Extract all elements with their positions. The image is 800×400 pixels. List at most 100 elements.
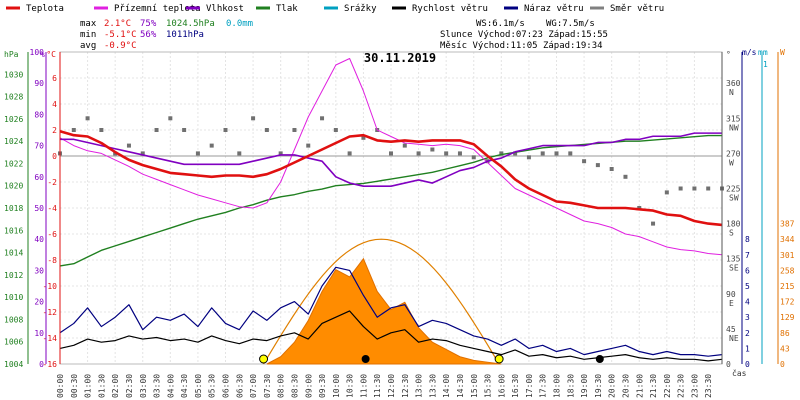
ground-temperature-line [59, 58, 723, 256]
c-tick-label: -16 [43, 360, 58, 369]
wind-direction-point [595, 163, 600, 168]
x-tick-label: 04:30 [180, 374, 189, 398]
moonset-marker [595, 355, 604, 363]
c-tick-label: -10 [43, 282, 58, 291]
dir-tick-label: 360 [726, 79, 741, 88]
legend-label: Směr větru [610, 4, 664, 14]
x-tick-label: 17:30 [539, 374, 548, 398]
dir-tick-name: S [729, 229, 734, 238]
c-tick-label: 2 [52, 126, 57, 135]
ms-tick-label: 0 [745, 360, 750, 369]
wind-direction-point [540, 151, 545, 156]
wind-direction-point [99, 128, 104, 132]
stat-min-temp: -5.1°C [104, 30, 137, 40]
hpa-tick-label: 1010 [4, 293, 23, 302]
pct-tick-label: 0 [39, 360, 44, 369]
stat-avg-temp: -0.9°C [104, 41, 137, 51]
wind-direction-point [168, 116, 173, 121]
x-tick-label: 00:00 [56, 374, 65, 398]
wind-direction-point [237, 151, 242, 156]
stat-min-hum: 56% [140, 30, 157, 40]
dir-tick-label: 315 [726, 114, 741, 123]
hpa-tick-label: 1026 [4, 115, 23, 124]
wind-direction-point [195, 151, 200, 156]
x-tick-label: 08:00 [277, 374, 286, 398]
pct-tick-label: 60 [34, 173, 44, 182]
axes: hPa% °C1004100610081010101210141016101810… [4, 48, 795, 398]
wm-axis-title: W [780, 48, 785, 57]
dir-tick-name: SE [729, 264, 739, 273]
x-tick-label: 12:30 [401, 374, 410, 398]
x-tick-label: 22:30 [677, 374, 686, 398]
hpa-tick-label: 1022 [4, 159, 23, 168]
x-tick-label: 18:30 [566, 374, 575, 398]
x-tick-label: 03:30 [153, 374, 162, 398]
hpa-tick-label: 1030 [4, 70, 23, 79]
pct-tick-label: 10 [34, 329, 44, 338]
ms-tick-label: 1 [745, 344, 750, 353]
pct-tick-label: 30 [34, 266, 44, 275]
x-tick-label: 15:00 [470, 374, 479, 398]
radiation-area [266, 257, 502, 365]
x-tick-label: 00:30 [70, 374, 79, 398]
dir-tick-name: E [729, 299, 734, 308]
radiation-fill [266, 257, 502, 365]
stat-ws: WS:6.1m/s [476, 19, 525, 29]
legend-label: Vlhkost [206, 4, 244, 14]
sun-arc [259, 238, 604, 365]
stats-block: max 2.1°C 75% 1024.5hPa 0.0mm min -5.1°C 56% 101… [80, 19, 608, 51]
c-tick-label: 0 [52, 152, 57, 161]
wind-direction-point [389, 151, 393, 156]
hpa-tick-label: 1012 [4, 271, 23, 280]
legend: Teplota Přízemní teplota Vlhkost Tlak Srážky… [6, 4, 664, 14]
x-tick-label: 19:30 [594, 374, 603, 398]
hpa-tick-label: 1020 [4, 182, 23, 191]
wind-direction-point [85, 116, 90, 121]
wm-tick-label: 129 [780, 313, 795, 322]
wind-direction-point [457, 151, 462, 156]
legend-label: Tlak [276, 4, 298, 14]
wind-direction-point [692, 186, 697, 191]
c-tick-label: 6 [52, 74, 57, 83]
wind-direction-point [71, 128, 76, 132]
dir-tick-label: 45 [726, 325, 736, 334]
x-tick-label: 04:00 [166, 374, 175, 398]
x-tick-label: 05:30 [208, 374, 217, 398]
stat-max-hum: 75% [140, 19, 157, 29]
x-tick-label: 02:00 [111, 374, 120, 398]
wind-direction-point [430, 147, 435, 152]
wind-direction-point [499, 151, 504, 156]
c-axis-title: °C [46, 50, 56, 59]
dir-tick-name: SW [729, 194, 739, 203]
pct-tick-label: 80 [34, 110, 44, 119]
wind-direction-point [651, 221, 656, 226]
wind-direction-point [444, 151, 449, 156]
wind-direction-point [264, 128, 269, 132]
wind-direction-point [416, 151, 421, 156]
ms-axis-title: m/s [742, 48, 757, 57]
hpa-tick-label: 1016 [4, 226, 23, 235]
x-tick-label: 23:00 [690, 374, 699, 398]
wind-direction-point [623, 174, 628, 179]
dir-tick-name: W [729, 158, 734, 167]
stat-sun: Slunce Východ:07:23 Západ:15:55 [440, 30, 608, 40]
x-tick-label: 16:00 [497, 374, 506, 398]
x-tick-label: 01:30 [97, 374, 106, 398]
wind-direction-point [154, 128, 159, 132]
stat-max-rain: 0.0mm [226, 19, 253, 29]
wind-direction-point [526, 155, 531, 160]
legend-label: Rychlost větru [412, 4, 488, 14]
ms-tick-label: 6 [745, 266, 750, 275]
x-tick-label: 10:00 [332, 374, 341, 398]
wind-direction-point [513, 151, 518, 156]
series-lines [59, 58, 723, 362]
wind-gust-line [59, 266, 723, 357]
wm-tick-label: 258 [780, 266, 795, 275]
wind-direction-point [126, 143, 131, 148]
dir-tick-name: NE [729, 334, 739, 343]
c-tick-label: -14 [43, 334, 58, 343]
hpa-tick-label: 1014 [4, 249, 23, 258]
wind-direction-point [347, 151, 352, 156]
c-tick-label: -12 [43, 308, 58, 317]
